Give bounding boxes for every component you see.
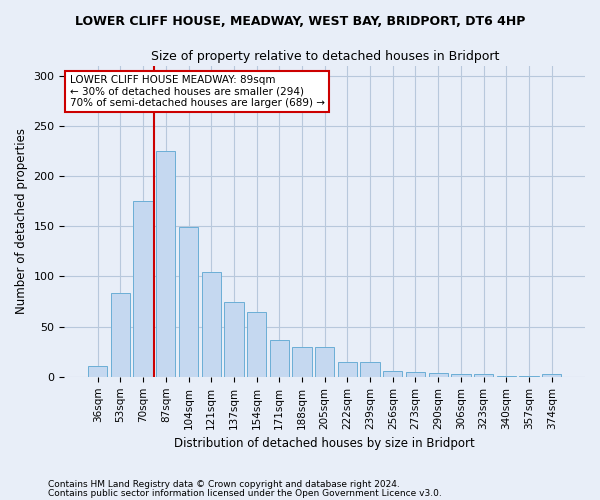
Title: Size of property relative to detached houses in Bridport: Size of property relative to detached ho…	[151, 50, 499, 63]
Bar	[361, 362, 380, 377]
Bar	[269, 340, 289, 377]
Bar	[406, 372, 425, 377]
Bar	[520, 376, 539, 377]
Y-axis label: Number of detached properties: Number of detached properties	[15, 128, 28, 314]
Bar	[111, 294, 130, 377]
Bar	[383, 371, 403, 377]
Bar	[451, 374, 470, 377]
Bar	[542, 374, 562, 377]
Text: Contains public sector information licensed under the Open Government Licence v3: Contains public sector information licen…	[48, 489, 442, 498]
Bar	[133, 201, 153, 377]
Bar	[224, 302, 244, 377]
Bar	[315, 346, 334, 377]
Bar	[292, 346, 311, 377]
Bar	[474, 374, 493, 377]
Bar	[497, 376, 516, 377]
Text: LOWER CLIFF HOUSE, MEADWAY, WEST BAY, BRIDPORT, DT6 4HP: LOWER CLIFF HOUSE, MEADWAY, WEST BAY, BR…	[75, 15, 525, 28]
Bar	[247, 312, 266, 377]
X-axis label: Distribution of detached houses by size in Bridport: Distribution of detached houses by size …	[175, 437, 475, 450]
Text: Contains HM Land Registry data © Crown copyright and database right 2024.: Contains HM Land Registry data © Crown c…	[48, 480, 400, 489]
Bar	[156, 151, 175, 377]
Text: LOWER CLIFF HOUSE MEADWAY: 89sqm
← 30% of detached houses are smaller (294)
70% : LOWER CLIFF HOUSE MEADWAY: 89sqm ← 30% o…	[70, 75, 325, 108]
Bar	[202, 272, 221, 377]
Bar	[338, 362, 357, 377]
Bar	[88, 366, 107, 377]
Bar	[428, 373, 448, 377]
Bar	[179, 227, 198, 377]
